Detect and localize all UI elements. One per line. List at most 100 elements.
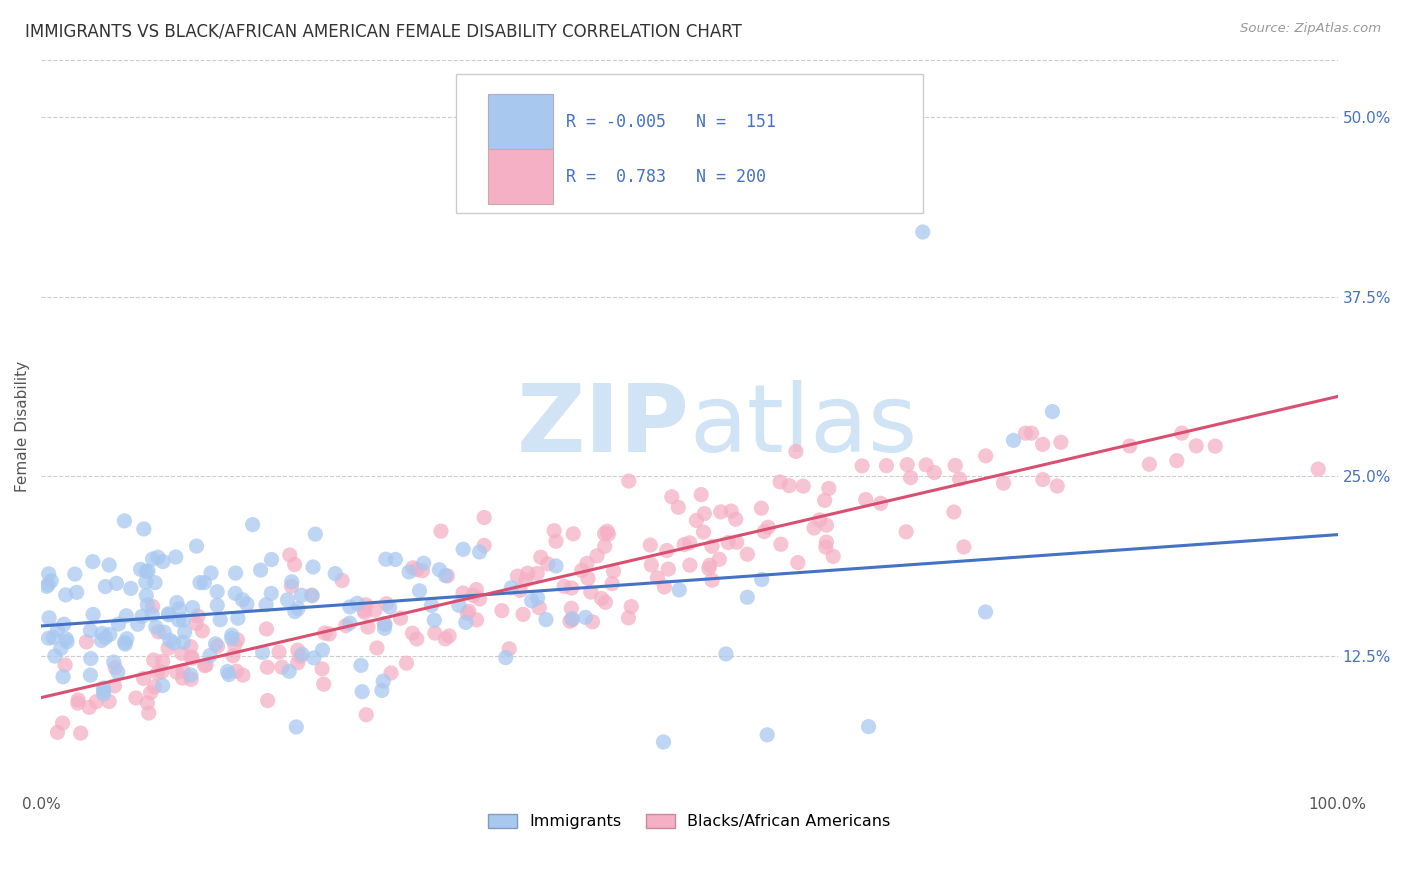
Point [107,665,129,679]
Point [751,501,773,516]
Point [463,589,485,603]
Point [591,591,613,606]
Point [222,648,245,663]
Point [620,599,643,614]
Point [52,670,75,684]
Point [373,616,395,631]
Point [673,538,696,552]
Point [136,598,159,612]
Point [380,665,402,680]
Point [408,583,430,598]
Point [465,613,488,627]
Point [114,635,136,649]
Point [120,582,142,596]
Point [353,605,375,619]
Point [93,684,115,698]
Point [668,582,690,597]
Point [256,693,278,707]
Point [278,548,301,562]
Point [66,696,89,710]
Point [406,563,429,577]
Point [284,558,307,572]
Point [560,601,582,615]
Point [751,573,773,587]
Point [574,610,596,624]
Point [530,550,553,565]
Point [378,600,401,615]
Point [287,601,309,615]
Point [335,618,357,632]
Point [221,628,243,642]
Point [558,614,581,628]
Point [152,654,174,668]
Point [374,552,396,566]
Point [53,658,76,673]
Point [195,657,218,672]
Point [46,725,69,739]
Point [725,535,748,549]
Point [690,488,713,502]
Point [374,617,396,632]
Point [314,626,336,640]
Point [384,552,406,566]
Point [617,611,640,625]
Point [543,524,565,538]
Point [170,647,193,661]
Point [323,566,346,581]
Point [855,492,877,507]
Point [127,617,149,632]
Point [304,527,326,541]
Point [366,640,388,655]
Point [447,599,470,613]
Point [472,510,495,524]
Point [529,600,551,615]
Point [823,549,845,564]
Point [512,607,534,622]
Point [98,694,121,708]
Point [506,569,529,583]
Point [209,613,232,627]
Point [654,580,676,594]
Point [371,683,394,698]
Point [434,568,457,582]
Point [63,567,86,582]
Point [56,634,79,648]
Point [420,599,443,613]
Point [225,664,247,678]
Point [143,680,166,694]
Point [815,518,838,533]
Point [256,622,278,636]
Text: R = -0.005   N =  151: R = -0.005 N = 151 [567,113,776,131]
Point [165,549,187,564]
Point [395,656,418,670]
Point [754,524,776,539]
Point [55,632,77,646]
Point [553,579,575,593]
Point [778,478,800,492]
Point [280,579,302,593]
Point [652,735,675,749]
FancyBboxPatch shape [456,74,922,213]
Point [346,596,368,610]
Point [267,645,290,659]
Point [94,580,117,594]
Point [180,650,202,665]
Point [135,589,157,603]
Point [146,666,169,681]
Point [472,538,495,552]
Point [401,626,423,640]
Point [84,695,107,709]
Point [423,613,446,627]
Point [191,624,214,638]
Point [107,617,129,632]
Point [454,615,477,630]
Point [135,574,157,589]
Point [132,522,155,536]
Y-axis label: Female Disability: Female Disability [15,360,30,491]
Point [581,615,603,629]
Point [756,520,779,534]
Point [98,558,121,572]
Point [465,582,488,597]
Point [1046,479,1069,493]
Point [200,566,222,580]
